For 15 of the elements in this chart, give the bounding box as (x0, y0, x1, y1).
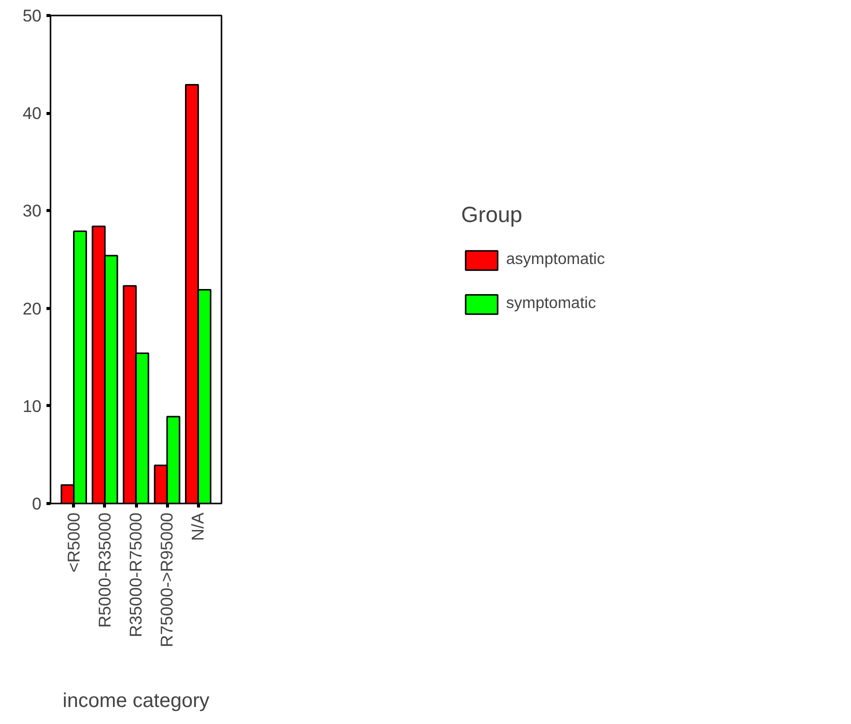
legend-label: asymptomatic (506, 251, 605, 269)
x-tick-label: R35000-R75000 (126, 512, 146, 638)
legend-label: symptomatic (506, 295, 596, 313)
y-tick-label: 10 (22, 396, 42, 416)
x-tick-label: R5000-R35000 (95, 512, 114, 628)
x-tick-label: <R5000 (64, 512, 84, 573)
y-tick-label: 20 (22, 299, 42, 318)
x-axis-title: income category (62, 690, 210, 712)
y-tick-label: 30 (22, 202, 42, 221)
x-tick-label: R75000->R95000 (158, 512, 177, 648)
legend-title: Group (461, 202, 524, 228)
y-tick-label: 0 (32, 494, 42, 514)
x-tick-label: N/A (188, 512, 208, 541)
y-tick-label: 40 (22, 104, 42, 124)
y-tick-label: 50 (22, 6, 42, 26)
